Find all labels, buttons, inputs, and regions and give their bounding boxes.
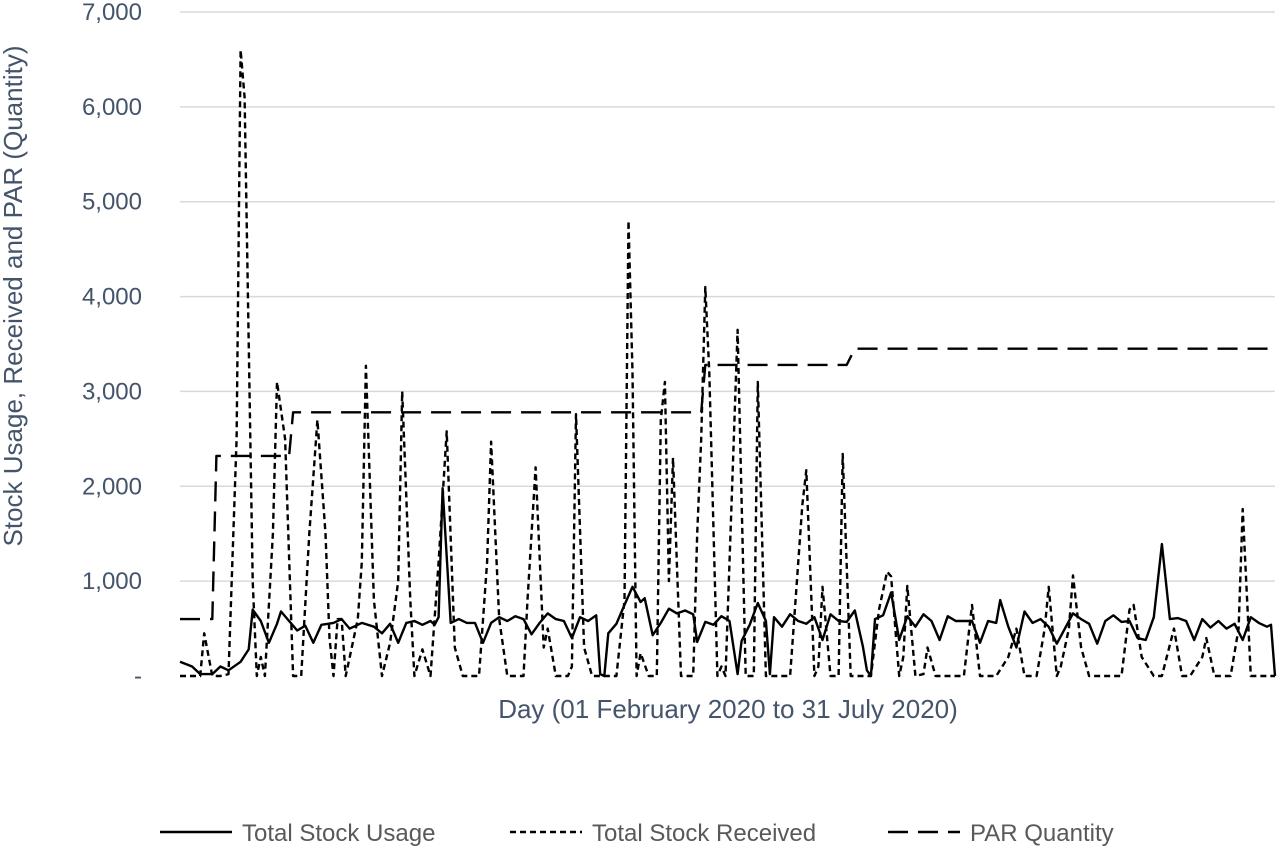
y-tick-label: -	[134, 663, 142, 690]
y-axis-title: Stock Usage, Received and PAR (Quantity)	[0, 46, 28, 547]
y-tick-label: 1,000	[82, 568, 142, 595]
x-axis-title: Day (01 February 2020 to 31 July 2020)	[498, 694, 958, 724]
y-tick-label: 7,000	[82, 0, 142, 26]
legend: Total Stock Usage Total Stock Received PAR…	[160, 820, 1114, 847]
series-line-1	[179, 487, 1277, 678]
y-tick-label: 5,000	[82, 189, 142, 216]
y-tick-label: 4,000	[82, 284, 142, 311]
y-tick-label: 6,000	[82, 94, 142, 121]
series-line-3	[180, 347, 1275, 621]
legend-label: Total Stock Usage	[242, 820, 435, 847]
series-layer	[179, 48, 1277, 678]
y-axis-ticks: - 1,000 2,000 3,000 4,000 5,000 6,000 7,000	[82, 0, 142, 690]
legend-label: PAR Quantity	[970, 820, 1114, 847]
y-tick-label: 2,000	[82, 473, 142, 500]
y-tick-label: 3,000	[82, 378, 142, 405]
series-line-2	[180, 48, 1275, 678]
legend-label: Total Stock Received	[592, 820, 816, 847]
gridlines	[180, 11, 1275, 582]
